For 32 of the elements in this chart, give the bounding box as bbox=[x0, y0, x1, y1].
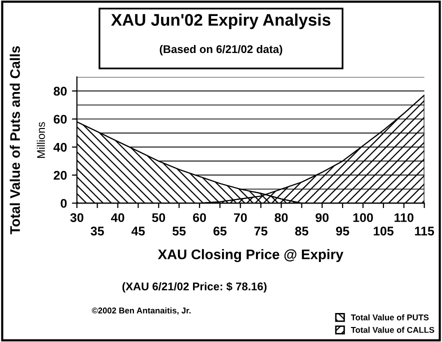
x-tick-label: 60 bbox=[193, 213, 206, 222]
x-tick-label: 50 bbox=[152, 213, 166, 222]
y-tick-label: 60 bbox=[54, 114, 67, 124]
legend-label: Total Value of PUTS bbox=[350, 314, 429, 320]
text: ©2002 Ben Antanaitis, Jr. bbox=[92, 307, 191, 315]
y-axis-title: Total Value of Puts and Calls bbox=[10, 46, 20, 234]
x-tick-label: 55 bbox=[172, 226, 186, 236]
x-tick-label: 105 bbox=[374, 226, 394, 236]
y-tick-label: 0 bbox=[60, 198, 67, 208]
x-tick-label: 35 bbox=[90, 226, 104, 236]
x-tick-label: 80 bbox=[274, 213, 288, 222]
x-tick-label: 65 bbox=[213, 226, 227, 236]
x-tick-label: 40 bbox=[111, 213, 124, 222]
chart-subtitle: (Based on 6/21/02 data) bbox=[160, 44, 282, 56]
y-tick-label: 40 bbox=[53, 142, 67, 152]
x-tick-label: 110 bbox=[394, 213, 414, 222]
chart-title: XAU Jun'02 Expiry Analysis bbox=[111, 14, 330, 30]
x-tick-label: 100 bbox=[353, 213, 373, 222]
x-tick-label: 85 bbox=[295, 226, 308, 236]
x-tick-label: 75 bbox=[254, 226, 268, 236]
x-tick-label: 95 bbox=[336, 226, 350, 236]
x-tick-label: 45 bbox=[131, 226, 145, 236]
y-tick-label: 80 bbox=[54, 86, 67, 96]
text: (XAU 6/21/02 Price: $ 78.16) bbox=[122, 282, 267, 293]
x-tick-label: 30 bbox=[70, 213, 84, 222]
text: Millions bbox=[36, 122, 45, 158]
y-tick-label: 20 bbox=[54, 170, 67, 180]
x-tick-label: 90 bbox=[316, 213, 329, 222]
x-tick-label: 115 bbox=[415, 226, 434, 236]
x-axis-title: XAU Closing Price @ Expiry bbox=[158, 249, 344, 262]
x-tick-label: 70 bbox=[234, 213, 247, 222]
legend-label: Total Value of CALLS bbox=[350, 326, 434, 333]
